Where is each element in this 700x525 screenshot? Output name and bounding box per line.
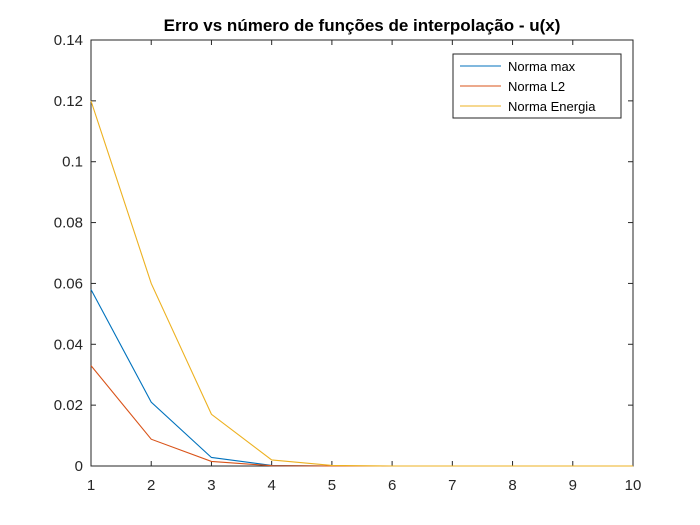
x-tick-label: 10: [625, 477, 642, 494]
plot-lines: [90, 100, 633, 467]
y-tick-label: 0.06: [54, 275, 83, 292]
legend: Norma max Norma L2 Norma Energia: [452, 53, 622, 119]
x-tick-label: 7: [448, 477, 456, 494]
x-tick-label: 9: [569, 477, 577, 494]
series-line-norma-energia: [90, 100, 633, 467]
y-tick-label: 0: [75, 458, 83, 475]
x-tick-label: 8: [508, 477, 516, 494]
y-tick-label: 0.04: [54, 336, 83, 353]
legend-label: Norma max: [508, 59, 576, 74]
y-tick-label: 0.1: [62, 154, 83, 171]
y-tick-label: 0.02: [54, 397, 83, 414]
x-tick-label: 3: [207, 477, 215, 494]
legend-label: Norma Energia: [508, 99, 596, 114]
x-tick-label: 5: [328, 477, 336, 494]
y-tick-label: 0.08: [54, 215, 83, 232]
x-tick-label: 2: [147, 477, 155, 494]
chart-title: Erro vs número de funções de interpolaçã…: [164, 16, 561, 35]
x-tick-label: 1: [87, 477, 95, 494]
x-tick-label: 4: [267, 477, 275, 494]
legend-label: Norma L2: [508, 79, 565, 94]
x-tick-label: 6: [388, 477, 396, 494]
y-tick-label: 0.12: [54, 93, 83, 110]
y-tick-label: 0.14: [54, 32, 83, 49]
